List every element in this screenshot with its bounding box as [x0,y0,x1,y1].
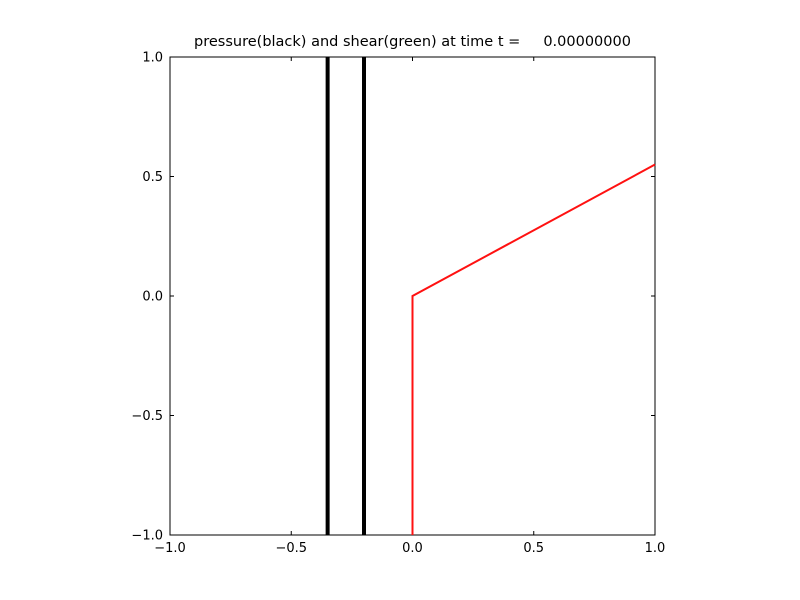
y-tick-label: −0.5 [131,409,163,424]
y-tick-label: −1.0 [131,529,163,544]
series-group [325,57,656,535]
x-axis: −1.0 −0.5 0.0 0.5 1.0 [154,57,665,556]
chart-title: pressure(black) and shear(green) at time… [194,34,631,50]
y-tick-label: 0.5 [142,170,163,185]
x-tick-label: 0.0 [402,541,423,556]
x-tick-label: −0.5 [275,541,307,556]
y-axis: −1.0 −0.5 0.0 0.5 1.0 [131,51,655,544]
series-shear [411,163,656,535]
x-tick-label: 0.5 [523,541,544,556]
x-tick-label: 1.0 [645,541,666,556]
y-tick-label: 1.0 [142,51,163,66]
y-tick-label: 0.0 [142,290,163,305]
x-tick-label: −1.0 [154,541,186,556]
